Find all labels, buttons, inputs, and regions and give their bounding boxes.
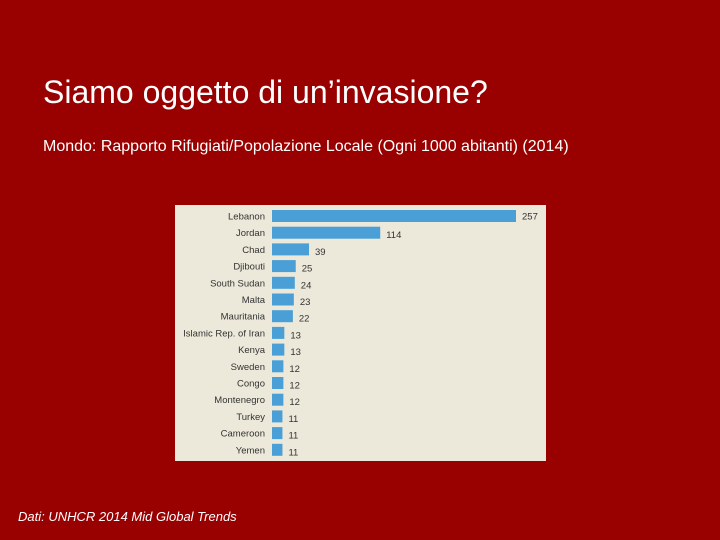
value-label: 11 bbox=[288, 414, 298, 425]
value-label: 13 bbox=[290, 330, 301, 341]
category-label: Sweden bbox=[231, 362, 265, 373]
category-label: South Sudan bbox=[210, 278, 265, 289]
bar bbox=[272, 293, 294, 306]
category-label: Cameroon bbox=[221, 429, 265, 440]
value-label: 39 bbox=[315, 247, 326, 258]
value-label: 12 bbox=[289, 397, 300, 408]
bar bbox=[272, 310, 293, 323]
bar bbox=[272, 360, 284, 373]
value-label: 257 bbox=[522, 212, 538, 223]
refugee-ratio-chart: Lebanon 257 Jordan 114 Chad 39 Djibouti 25 South… bbox=[175, 205, 546, 461]
value-label: 114 bbox=[386, 230, 401, 241]
category-label: Malta bbox=[242, 295, 266, 306]
bar bbox=[272, 210, 516, 222]
bar bbox=[272, 226, 381, 239]
source-note: Dati: UNHCR 2014 Mid Global Trends bbox=[18, 509, 237, 524]
category-label: Kenya bbox=[238, 345, 266, 356]
bar bbox=[272, 343, 285, 356]
bar bbox=[272, 326, 285, 339]
value-label: 25 bbox=[302, 264, 313, 275]
bar bbox=[272, 393, 284, 406]
chart-svg: Lebanon 257 Jordan 114 Chad 39 Djibouti 25 South… bbox=[183, 210, 538, 458]
bar bbox=[272, 377, 284, 389]
bar bbox=[272, 427, 283, 440]
slide-title: Siamo oggetto di un’invasione? bbox=[43, 74, 488, 110]
value-label: 22 bbox=[299, 314, 310, 325]
category-label: Jordan bbox=[236, 228, 265, 239]
bar bbox=[272, 410, 283, 423]
category-label: Montenegro bbox=[214, 395, 265, 406]
value-label: 12 bbox=[289, 381, 300, 392]
category-label: Chad bbox=[242, 245, 265, 256]
category-label: Djibouti bbox=[233, 262, 265, 273]
category-label: Congo bbox=[237, 379, 265, 390]
value-label: 24 bbox=[301, 280, 312, 291]
value-label: 11 bbox=[288, 447, 298, 458]
bar bbox=[272, 443, 283, 456]
category-label: Yemen bbox=[236, 445, 265, 456]
bar bbox=[272, 276, 295, 289]
value-label: 11 bbox=[288, 431, 298, 442]
category-label: Lebanon bbox=[228, 212, 265, 223]
value-label: 12 bbox=[289, 364, 300, 375]
value-label: 23 bbox=[300, 297, 311, 308]
category-label: Islamic Rep. of Iran bbox=[183, 328, 265, 339]
category-label: Mauritania bbox=[221, 312, 266, 323]
bar bbox=[272, 260, 296, 273]
value-label: 13 bbox=[290, 347, 301, 358]
chart-subtitle: Mondo: Rapporto Rifugiati/Popolazione Lo… bbox=[43, 138, 569, 155]
bar bbox=[272, 243, 310, 256]
category-label: Turkey bbox=[236, 412, 265, 423]
